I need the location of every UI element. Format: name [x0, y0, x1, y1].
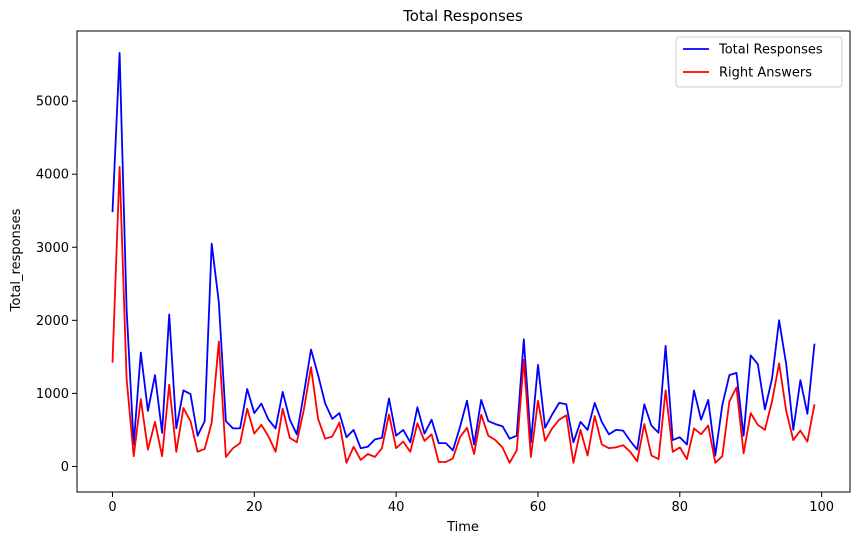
plot-frame	[76, 30, 851, 493]
plot-area	[111, 52, 816, 464]
x-tick-label: 80	[672, 500, 689, 515]
y-tick-label: 1000	[36, 387, 69, 402]
y-tick-label: 5000	[36, 95, 69, 110]
legend-box	[675, 36, 843, 88]
y-axis-title: Total_responses	[9, 208, 24, 312]
x-tick-label: 0	[108, 500, 116, 515]
x-tick-label: 40	[388, 500, 405, 515]
legend: Total Responses Right Answers	[675, 36, 843, 88]
chart-title: Total Responses	[402, 7, 523, 25]
legend-label: Total Responses	[718, 43, 823, 58]
y-tick-label: 3000	[36, 241, 69, 256]
series-line-0	[111, 52, 816, 457]
x-axis: 0 20 40 60 80 100	[108, 492, 834, 515]
y-tick-label: 0	[61, 460, 69, 475]
legend-label: Right Answers	[719, 66, 812, 81]
y-tick-label: 4000	[36, 168, 69, 183]
x-tick-label: 100	[809, 500, 834, 515]
x-tick-label: 20	[246, 500, 263, 515]
y-axis: 0 1000 2000 3000 4000 5000	[36, 95, 77, 475]
y-tick-label: 2000	[36, 314, 69, 329]
series-line-1	[111, 165, 816, 464]
x-axis-title: Time	[446, 520, 479, 535]
x-tick-label: 60	[530, 500, 547, 515]
